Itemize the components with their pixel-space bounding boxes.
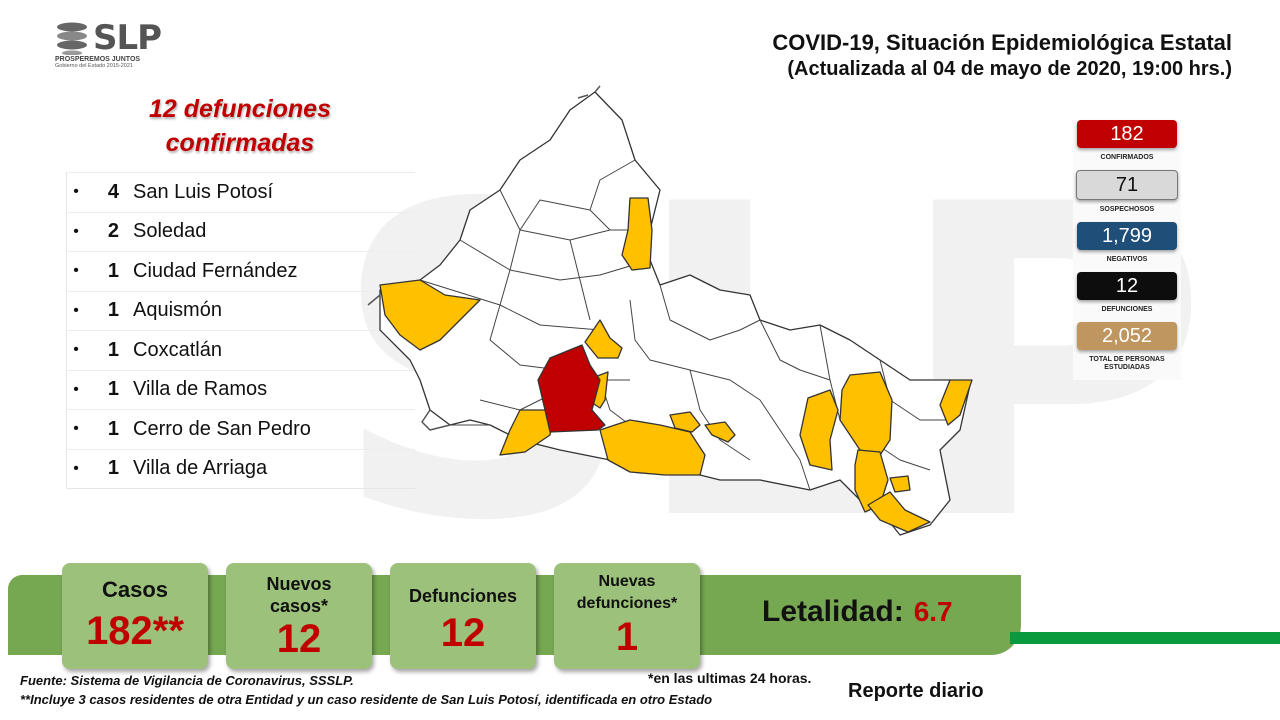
death-count: 4 [107, 180, 119, 203]
bullet-icon: • [73, 183, 79, 201]
death-municipality: Villa de Arriaga [133, 457, 268, 480]
logo-tagline: PROSPEREMOS JUNTOS [55, 56, 141, 63]
bullet-icon: • [73, 262, 79, 280]
bullet-icon: • [73, 341, 79, 359]
stat-label: SOSPECHOSOS [1099, 206, 1155, 213]
new-cases-label: Nuevos casos* [266, 574, 332, 616]
deaths-list-item: • 4 San Luis Potosí [67, 172, 415, 212]
deaths-list-item: • 1 Coxcatlán [67, 330, 415, 370]
new-deaths-label: Nuevas defunciones* [576, 573, 678, 612]
stat-value-box: 2,052 [1077, 322, 1177, 350]
stat-label: DEFUNCIONES [1101, 306, 1153, 313]
source-note: Fuente: Sistema de Vigilancia de Coronav… [20, 673, 354, 688]
death-municipality: San Luis Potosí [133, 180, 274, 203]
bullet-icon: • [73, 459, 79, 477]
new-deaths-card: Nuevas defunciones* 1 [554, 563, 700, 669]
new-cases-card: Nuevos casos* 12 [226, 563, 372, 669]
cases-footnote: **Incluye 3 casos residentes de otra Ent… [20, 692, 713, 707]
stat-label: TOTAL DE PERSONAS ESTUDIADAS [1089, 356, 1165, 371]
map-death-municipality [537, 344, 606, 433]
new-cases-value: 12 [276, 617, 322, 661]
death-count: 1 [107, 338, 119, 361]
death-count: 1 [107, 378, 119, 401]
deaths-card: Defunciones 12 [390, 563, 536, 669]
death-count: 1 [107, 299, 119, 322]
daily-report-label: Reporte diario [848, 680, 984, 702]
logo-text: SLP [93, 18, 162, 58]
deaths-list: • 4 San Luis Potosí • 2 Soledad • 1 Ciudad Ferná… [66, 172, 415, 489]
deaths-list-item: • 1 Villa de Arriaga [67, 448, 415, 489]
deaths-list-item: • 2 Soledad [67, 211, 415, 252]
state-map [367, 85, 973, 536]
deaths-value: 12 [440, 611, 486, 655]
stat-label: CONFIRMADOS [1100, 154, 1154, 161]
deaths-list-item: • 1 Cerro de San Pedro [67, 409, 415, 449]
stat-value-box: 182 [1077, 120, 1177, 148]
bullet-icon: • [73, 222, 79, 240]
lethality: Letalidad: 6.7 [762, 595, 953, 629]
map-case-municipalities [379, 197, 973, 533]
new-deaths-value: 1 [615, 615, 639, 659]
slp-logo: SLP PROSPEREMOS JUNTOS Gobierno del Esta… [55, 18, 170, 69]
24h-note: *en las ultimas 24 horas. [648, 670, 812, 686]
death-municipality: Aquismón [133, 299, 222, 322]
bullet-icon: • [73, 420, 79, 438]
death-municipality: Soledad [133, 220, 207, 243]
death-count: 1 [107, 457, 119, 480]
cases-value: 182** [86, 609, 184, 653]
deaths-label: Defunciones [408, 586, 518, 606]
deaths-title-line1: 12 defunciones [149, 95, 331, 123]
deaths-list-item: • 1 Ciudad Fernández [67, 251, 415, 291]
logo-subtitle: Gobierno del Estado 2015-2021 [55, 63, 133, 69]
deaths-list-item: • 1 Aquismón [67, 290, 415, 331]
stat-value-box: 12 [1077, 272, 1177, 300]
deaths-title: 12 defunciones confirmadas [140, 92, 340, 160]
cases-card: Casos 182** [62, 563, 208, 669]
logo-emblem-icon [57, 22, 87, 55]
death-municipality: Villa de Ramos [133, 378, 268, 401]
bullet-icon: • [73, 380, 79, 398]
death-municipality: Ciudad Fernández [133, 259, 298, 282]
death-count: 1 [107, 417, 119, 440]
lethality-label: Letalidad: [762, 595, 904, 628]
death-count: 2 [107, 220, 119, 243]
bullet-icon: • [73, 301, 79, 319]
report-title: COVID-19, Situación Epidemiológica Estat… [772, 30, 1232, 55]
deaths-title-line2: confirmadas [165, 129, 315, 157]
death-municipality: Coxcatlán [133, 338, 222, 361]
deaths-list-item: • 1 Villa de Ramos [67, 369, 415, 410]
death-count: 1 [107, 259, 119, 282]
stat-value-box: 1,799 [1077, 222, 1177, 250]
report-header: COVID-19, Situación Epidemiológica Estat… [772, 30, 1232, 81]
green-divider [1010, 632, 1280, 644]
lethality-value: 6.7 [913, 596, 953, 627]
stat-label: NEGATIVOS [1106, 256, 1148, 263]
report-date: (Actualizada al 04 de mayo de 2020, 19:0… [787, 58, 1232, 80]
cases-label: Casos [101, 577, 169, 602]
stat-value-box: 71 [1076, 170, 1178, 200]
stats-panel: 182 CONFIRMADOS 71 SOSPECHOSOS 1,799 NEGATIVO… [1073, 120, 1181, 380]
death-municipality: Cerro de San Pedro [133, 417, 311, 440]
